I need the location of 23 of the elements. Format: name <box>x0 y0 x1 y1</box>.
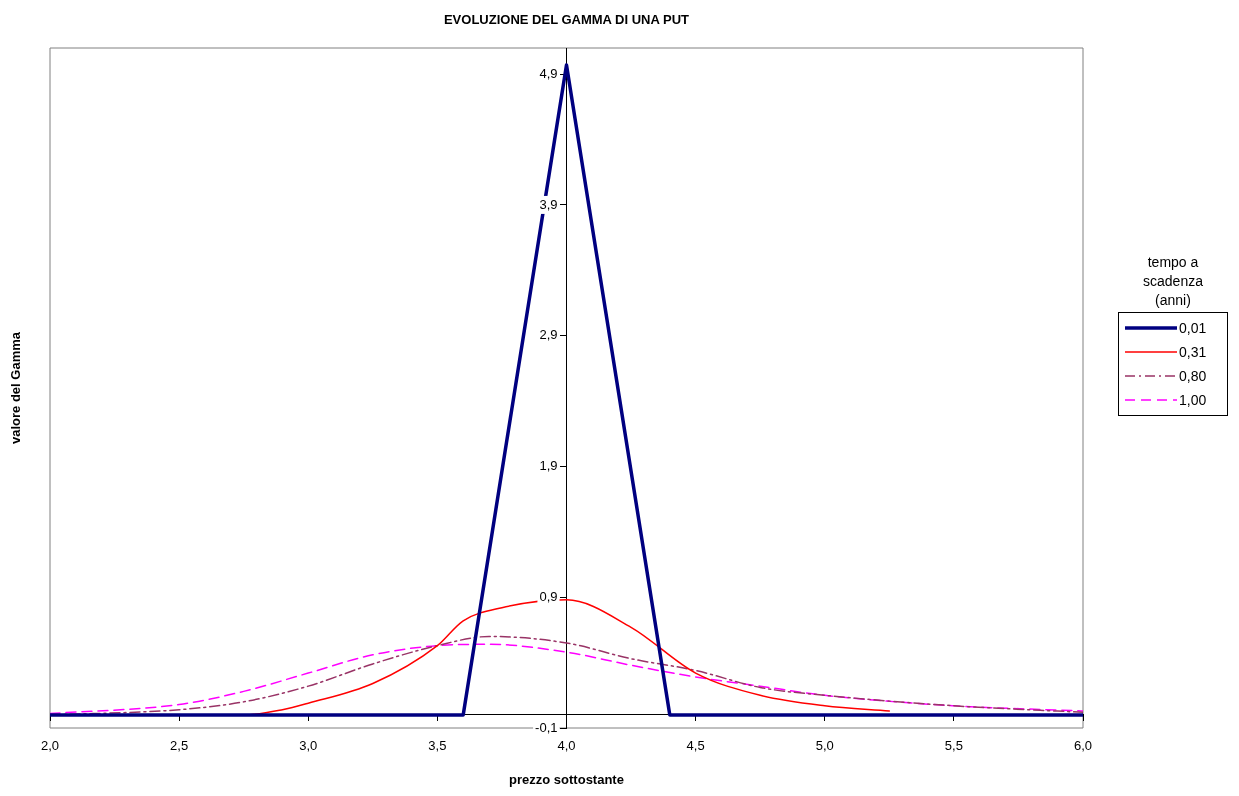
x-tick-label: 2,5 <box>170 738 189 754</box>
y-tick-label: 4,9 <box>539 65 558 81</box>
legend-label: 0,80 <box>1179 368 1207 384</box>
x-axis-title: prezzo sottostante <box>508 772 625 787</box>
legend-label: 0,01 <box>1179 320 1207 336</box>
legend-title: tempo a scadenza (anni) <box>1142 253 1204 310</box>
y-axis-title: valore del Gamma <box>7 332 23 444</box>
x-tick-label: 2,0 <box>40 738 60 754</box>
y-tick-label: 0,9 <box>539 588 558 604</box>
y-tick-label: 2,9 <box>539 327 558 343</box>
x-tick-label: 3,5 <box>428 738 447 754</box>
y-tick-label: -0,1 <box>535 719 558 735</box>
x-tick-label: 5,0 <box>815 738 834 754</box>
x-tick-label: 4,0 <box>557 738 576 754</box>
x-tick-label: 6,0 <box>1073 738 1093 754</box>
y-tick-label: 3,9 <box>539 196 558 212</box>
x-tick-label: 3,0 <box>299 738 318 754</box>
chart-title: EVOLUZIONE DEL GAMMA DI UNA PUT <box>442 12 691 27</box>
legend-label: 0,31 <box>1179 344 1207 360</box>
legend-label: 1,00 <box>1179 392 1207 408</box>
x-tick-label: 4,5 <box>686 738 705 754</box>
y-tick-label: 1,9 <box>539 458 558 474</box>
x-tick-label: 5,5 <box>944 738 963 754</box>
